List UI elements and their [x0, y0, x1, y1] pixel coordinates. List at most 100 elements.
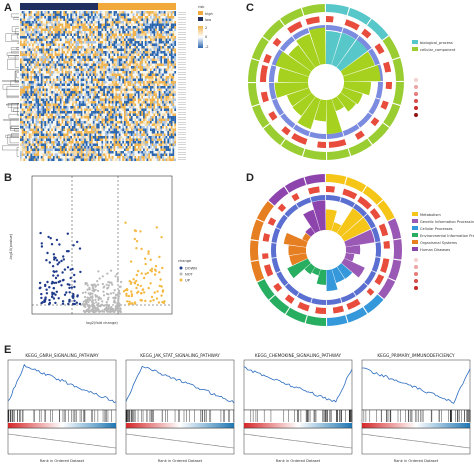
heatmap-cell [32, 73, 34, 77]
heatmap-cell [125, 51, 128, 54]
heatmap-cell [115, 116, 118, 119]
heatmap-cell [68, 106, 71, 109]
heatmap-cell [120, 53, 123, 57]
heatmap-cell [68, 86, 71, 89]
heatmap-cell [49, 58, 52, 62]
heatmap-cell [165, 81, 168, 84]
heatmap-cell [174, 143, 177, 147]
heatmap-cell [21, 141, 24, 144]
heatmap-cell [146, 58, 149, 62]
heatmap-cell [94, 23, 97, 27]
panel-label-e: E [4, 344, 12, 356]
heatmap-cell [80, 18, 83, 22]
heatmap-cell [75, 51, 78, 54]
heatmap-cell [54, 123, 57, 127]
heatmap-cell [115, 51, 118, 54]
heatmap-cell [151, 146, 154, 149]
heatmap-cell [54, 56, 57, 59]
heatmap-cell [68, 141, 71, 144]
heatmap-cell [170, 28, 173, 32]
heatmap-cell [132, 133, 135, 137]
heatmap-cell [118, 46, 121, 49]
heatmap-cell [63, 123, 66, 127]
heatmap-cell [134, 38, 137, 42]
heatmap-cell [162, 36, 164, 39]
heatmap-cell [21, 16, 24, 19]
heatmap-cell [66, 16, 69, 19]
heatmap-cell [98, 133, 100, 137]
heatmap-cell [49, 136, 52, 139]
heatmap-cell [82, 86, 85, 89]
heatmap-cell [115, 106, 118, 109]
heatmap-cell [46, 126, 48, 129]
heatmap-cell [33, 56, 36, 59]
heatmap-cell [65, 93, 67, 97]
heatmap-cell [46, 68, 48, 72]
heatmap-cell [136, 121, 138, 124]
heatmap-cell [167, 41, 170, 44]
heatmap-cell [144, 126, 147, 129]
heatmap-cell [58, 53, 60, 57]
heatmap-cell [143, 123, 145, 127]
heatmap-cell [118, 76, 121, 79]
heatmap-cell [77, 16, 79, 19]
heatmap-cell [85, 81, 88, 84]
heatmap-cell [77, 101, 79, 104]
heatmap-cell [118, 26, 121, 29]
heatmap-cell [141, 53, 144, 57]
heatmap-cell [66, 101, 69, 104]
heatmap-cell [77, 23, 79, 27]
heatmap-cell [25, 71, 27, 74]
heatmap-cell [21, 111, 24, 114]
heatmap-cell [120, 113, 123, 117]
heatmap-cell [99, 93, 102, 97]
heatmap-cell [106, 56, 109, 59]
heatmap-cell [82, 58, 85, 62]
heatmap-cell [108, 31, 111, 34]
heatmap-cell [28, 63, 31, 67]
heatmap-cell [87, 106, 90, 109]
heatmap-cell [28, 11, 31, 14]
heatmap-cell [174, 26, 177, 29]
heatmap-cell [155, 138, 157, 142]
heatmap-cell [59, 71, 62, 74]
heatmap-cell [26, 43, 29, 47]
heatmap-cell [39, 86, 41, 89]
heatmap-cell [73, 46, 76, 49]
heatmap-cell [42, 136, 45, 139]
heatmap-cell [56, 131, 59, 134]
heatmap-cell [37, 38, 40, 42]
heatmap-cell [33, 118, 36, 122]
heatmap-cell [91, 146, 93, 149]
heatmap-cell [151, 78, 154, 82]
heatmap-cell [162, 133, 164, 137]
heatmap-cell [98, 141, 100, 144]
heatmap-cell [120, 128, 123, 132]
heatmap-cell [141, 143, 144, 147]
heatmap-cell [141, 58, 144, 62]
heatmap-cell [70, 116, 73, 119]
heatmap-cell [151, 116, 154, 119]
heatmap-cell [37, 88, 40, 92]
heatmap-cell [30, 123, 33, 127]
heatmap-cell [143, 128, 145, 132]
heatmap-cell [122, 143, 125, 147]
heatmap-cell [137, 78, 140, 82]
heatmap-cell [92, 56, 95, 59]
heatmap-cell [65, 128, 67, 132]
heatmap-cell [61, 73, 64, 77]
heatmap-cell [146, 96, 149, 99]
heatmap-cell [82, 46, 85, 49]
heatmap-cell [158, 81, 161, 84]
heatmap-cell [30, 86, 33, 89]
heatmap-cell [137, 23, 140, 27]
heatmap-cell [47, 66, 50, 69]
heatmap-cell [75, 141, 78, 144]
heatmap-cell [143, 66, 145, 69]
heatmap-cell [89, 108, 92, 112]
heatmap-cell [153, 103, 156, 107]
heatmap-cell [52, 23, 55, 27]
heatmap-cell [174, 58, 177, 62]
heatmap-cell [118, 103, 121, 107]
heatmap-cell [52, 18, 55, 22]
